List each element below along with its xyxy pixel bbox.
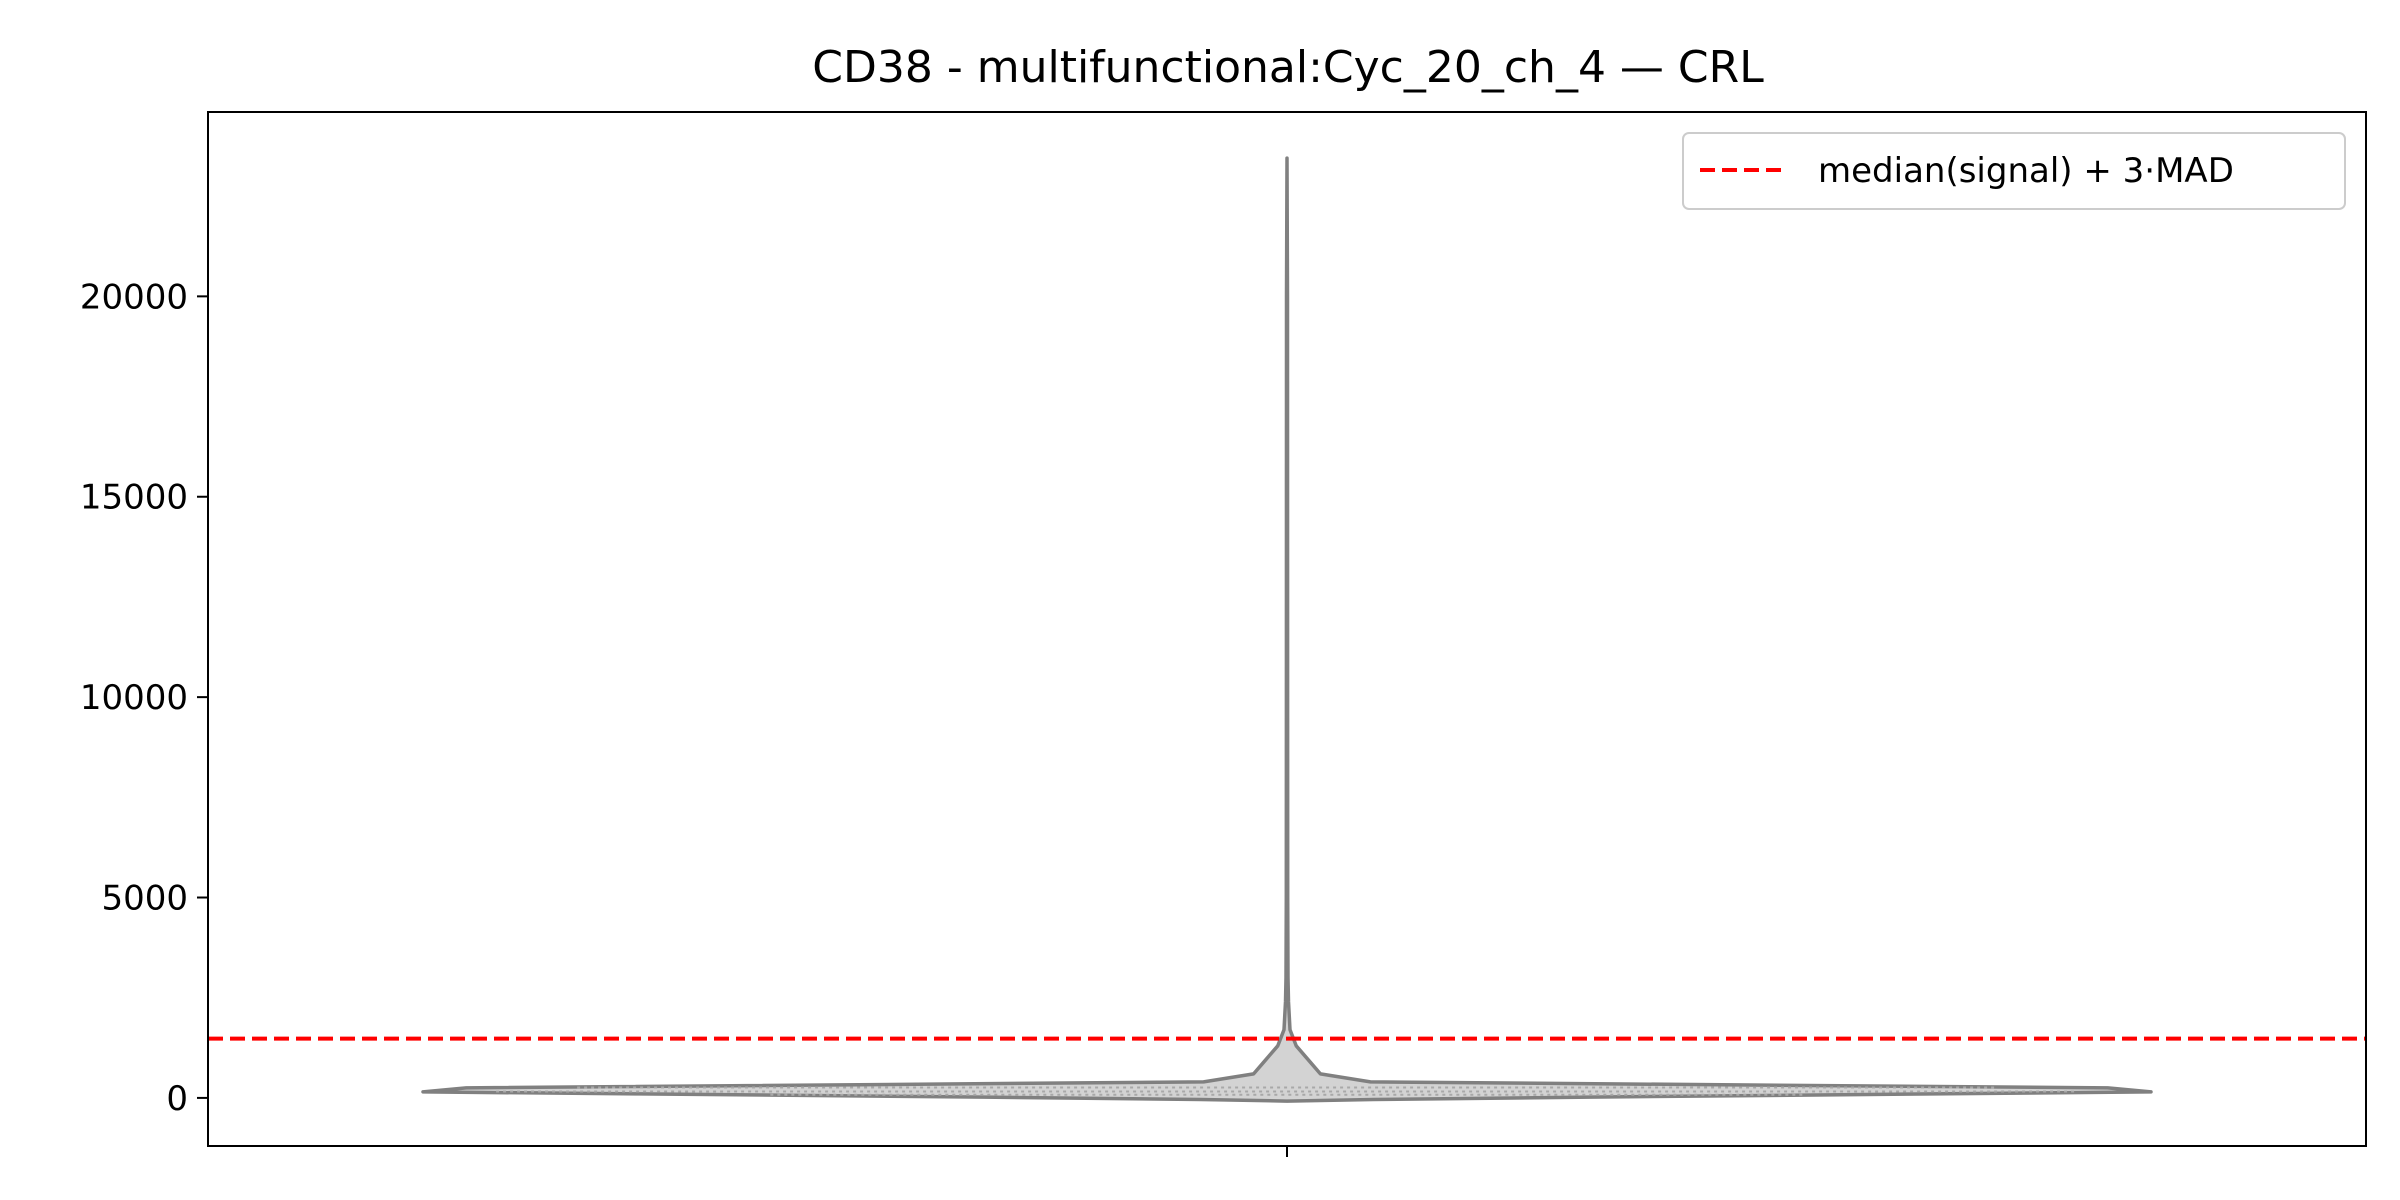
plot-area (208, 156, 2366, 1103)
chart-title: CD38 - multifunctional:Cyc_20_ch_4 — CRL (812, 42, 1764, 93)
legend-label-threshold: median(signal) + 3·MAD (1818, 151, 2234, 191)
violin-body (421, 156, 2153, 1103)
y-tick-label: 20000 (80, 277, 188, 317)
y-axis: 0 5000 10000 15000 20000 (80, 111, 2367, 1157)
y-tick-label: 0 (166, 1079, 188, 1119)
y-tick-label: 5000 (101, 879, 188, 919)
y-tick-label: 15000 (80, 478, 188, 518)
legend-box (1682, 132, 2346, 210)
y-tick-label: 10000 (80, 678, 188, 718)
legend: median(signal) + 3·MAD (1682, 132, 2346, 210)
